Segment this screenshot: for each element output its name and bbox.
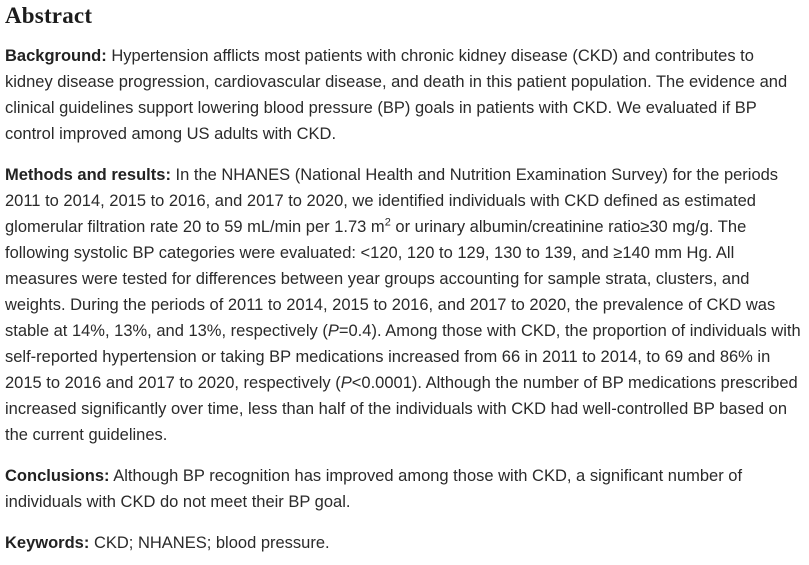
text-segment: In the NHANES (National Health and Nutri… xyxy=(5,166,779,236)
keywords-paragraph: Keywords: CKD; NHANES; blood pressure. xyxy=(5,530,803,556)
text-segment: Conclusions: xyxy=(5,467,110,485)
methods-results-paragraph: Methods and results: In the NHANES (Nati… xyxy=(5,162,803,448)
text-segment: P xyxy=(340,374,352,392)
conclusions-paragraph: Conclusions: Although BP recognition has… xyxy=(5,463,803,515)
text-segment: <0.0001). Although the number of BP medi… xyxy=(5,374,798,444)
text-segment: Background: xyxy=(5,47,107,65)
text-segment: CKD; NHANES; blood pressure. xyxy=(89,534,330,552)
text-segment: or urinary albumin/creatinine ratio≥30 m… xyxy=(5,218,776,340)
text-segment: P xyxy=(327,322,339,340)
background-paragraph: Background: Hypertension afflicts most p… xyxy=(5,43,803,147)
text-segment: =0.4). Among those with CKD, the proport… xyxy=(5,322,801,392)
text-segment: Although BP recognition has improved amo… xyxy=(5,467,743,511)
text-segment: Keywords: xyxy=(5,534,90,552)
text-segment: Methods and results: xyxy=(5,166,171,184)
text-segment: 2 xyxy=(384,216,391,229)
text-segment: Hypertension afflicts most patients with… xyxy=(5,47,788,143)
abstract-heading: Abstract xyxy=(5,3,93,28)
